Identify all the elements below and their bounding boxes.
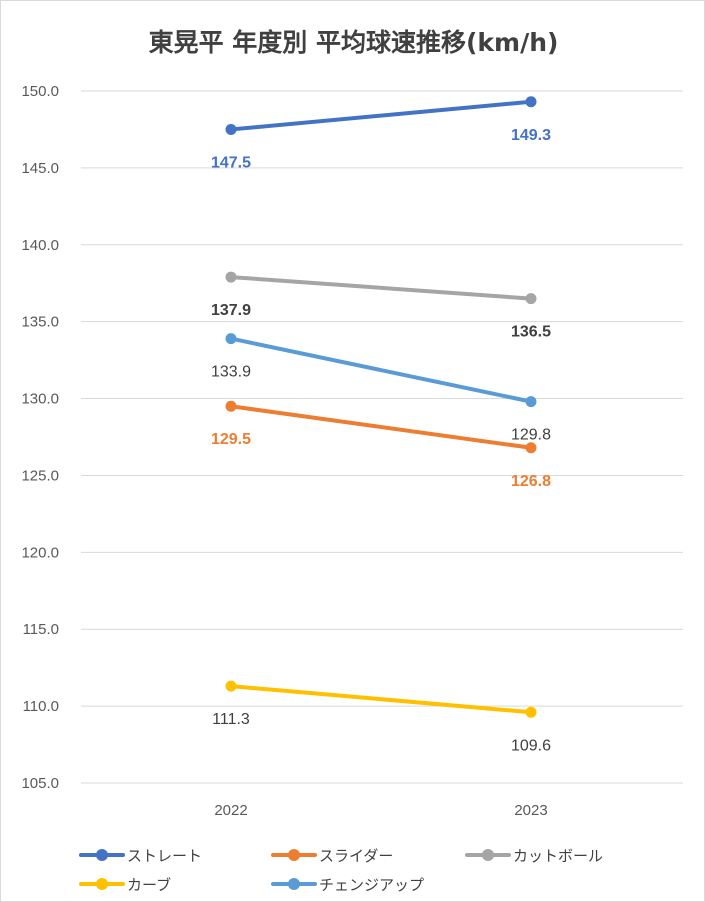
chart-plot: 150.0 145.0 140.0 135.0 130.0 125.0 120.0 115.0… [21,83,683,819]
y-tick-label: 150.0 [21,83,59,100]
y-tick-label: 115.0 [23,621,59,638]
chart-title: 東晃平 年度別 平均球速推移(km/h) [148,28,559,57]
legend-label-changeup: チェンジアップ [319,875,425,894]
legend: ストレート スライダー カットボール カーブ チェンジアップ [1,836,705,896]
legend-label-cutball: カットボール [513,846,604,865]
data-label: 133.9 [211,364,251,381]
legend-label-slider: スライダー [319,846,394,865]
data-label: 136.5 [511,324,551,341]
series-line [229,684,533,715]
data-point [525,442,537,454]
series-line [229,99,533,132]
y-tick-label: 145.0 [21,160,59,177]
legend-swatch-cutball [465,844,511,866]
data-label: 129.8 [511,427,551,444]
y-tick-label: 135.0 [21,314,59,331]
y-tick-label: 110.0 [23,698,59,715]
legend-label-straight: ストレート [127,846,203,865]
y-tick-label: 120.0 [21,544,59,561]
data-label: 111.3 [212,711,250,728]
gridlines [81,90,683,784]
series-line [229,275,533,301]
x-tick-label: 2022 [214,802,247,819]
data-label: 129.5 [211,431,251,448]
y-tick-label: 140.0 [21,237,59,254]
y-axis-ticks: 150.0 145.0 140.0 135.0 130.0 125.0 120.0 115.0… [21,83,59,792]
legend-item-straight: ストレート [79,844,202,866]
y-tick-label: 105.0 [21,775,59,792]
data-point [525,706,537,718]
data-point [225,400,237,412]
data-point [525,396,537,408]
legend-swatch-curve [79,873,125,895]
x-axis-ticks: 2022 2023 [214,802,547,819]
data-point [525,293,537,305]
data-label: 147.5 [211,154,251,171]
data-point [225,123,237,135]
legend-swatch-straight [79,844,125,866]
y-tick-label: 125.0 [21,467,59,484]
data-point [225,333,237,345]
data-point [225,271,237,283]
legend-item-slider: スライダー [271,844,393,866]
x-tick-label: 2023 [514,802,547,819]
data-label: 137.9 [211,302,251,319]
legend-swatch-slider [271,844,317,866]
y-tick-label: 130.0 [21,391,59,408]
data-label: 149.3 [511,127,551,144]
series-line [229,404,533,450]
data-point [225,680,237,692]
legend-item-changeup: チェンジアップ [271,873,424,895]
legend-swatch-changeup [271,873,317,895]
legend-item-curve: カーブ [79,873,171,895]
series-line [229,336,533,404]
legend-item-cutball: カットボール [465,844,603,866]
data-label: 126.8 [511,473,551,490]
data-labels: 147.5 149.3 129.5 126.8 137.9 136.5 111.3 109.6… [211,127,551,754]
legend-label-curve: カーブ [127,875,172,894]
data-point [525,96,537,108]
series-lines [225,96,537,718]
data-label: 109.6 [511,737,551,754]
